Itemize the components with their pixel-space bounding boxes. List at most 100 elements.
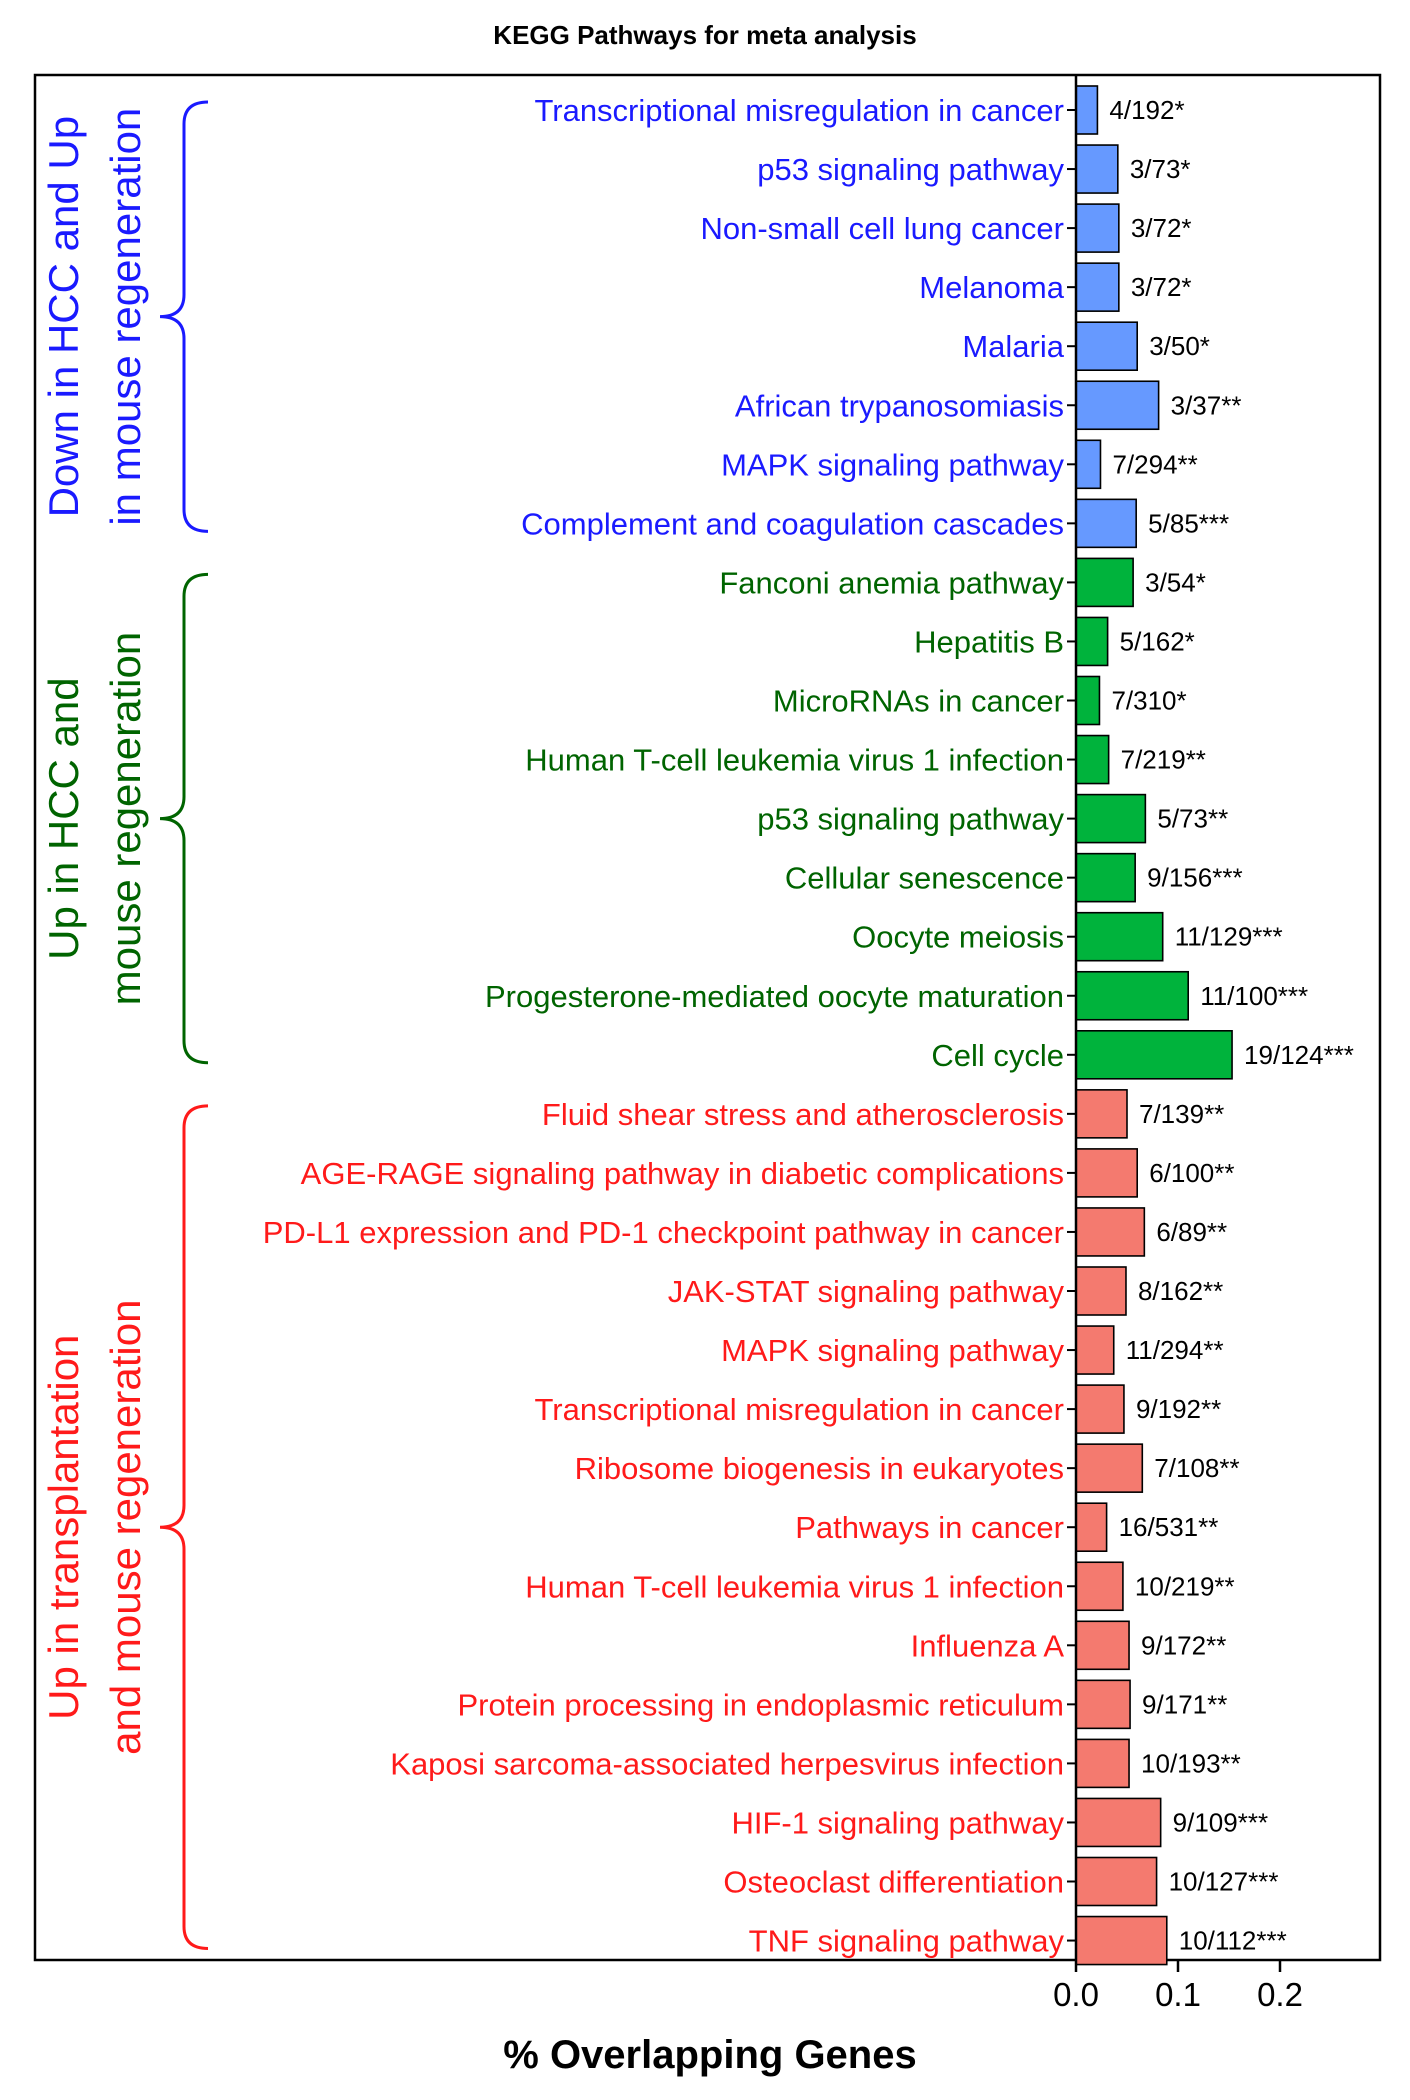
data-label: 9/172**: [1141, 1630, 1226, 1660]
data-label: 5/73**: [1157, 804, 1228, 834]
category-label: Protein processing in endoplasmic reticu…: [457, 1687, 1064, 1722]
data-label: 11/100***: [1200, 981, 1308, 1011]
group-braces: [159, 100, 209, 1951]
bar: [1075, 144, 1119, 194]
category-label: MicroRNAs in cancer: [773, 684, 1064, 719]
data-label: 7/310*: [1111, 686, 1186, 716]
category-labels: Transcriptional misregulation in cancer p…: [263, 93, 1076, 1959]
x-axis-label: % Overlapping Genes: [503, 2033, 916, 2077]
bar: [1075, 1207, 1146, 1257]
data-label: 10/112***: [1179, 1926, 1287, 1956]
data-labels: 4/192* 3/73* 3/72* 3/72* 3/50* 3/37** 7/294** 5…: [1109, 95, 1354, 1956]
group-brace: [159, 100, 209, 533]
bar: [1075, 1856, 1158, 1907]
group-label: mouse regeneration: [102, 632, 149, 1006]
category-label: Non-small cell lung cancer: [700, 211, 1064, 246]
group-label: Up in transplantation: [40, 1335, 87, 1720]
category-label: PD-L1 expression and PD-1 checkpoint pat…: [263, 1215, 1064, 1250]
category-label: Fanconi anemia pathway: [719, 565, 1064, 600]
category-label: Human T-cell leukemia virus 1 infection: [525, 1569, 1064, 1604]
data-label: 7/139**: [1139, 1099, 1224, 1129]
bar: [1075, 380, 1160, 431]
category-label: MAPK signaling pathway: [721, 447, 1064, 482]
x-tick-label: 0.2: [1257, 1976, 1303, 2013]
bar: [1075, 1797, 1162, 1848]
bar: [1075, 734, 1110, 785]
category-label: p53 signaling pathway: [757, 802, 1064, 837]
data-label: 8/162**: [1138, 1276, 1223, 1306]
data-label: 3/54*: [1145, 567, 1206, 597]
data-label: 16/531**: [1119, 1512, 1219, 1542]
plot-frame: [33, 73, 1382, 1962]
data-label: 10/193**: [1141, 1748, 1241, 1778]
category-label: JAK-STAT signaling pathway: [668, 1274, 1065, 1309]
bar: [1075, 616, 1109, 667]
bar: [1075, 1738, 1130, 1789]
group-brace: [159, 572, 209, 1065]
data-label: 3/50*: [1149, 331, 1210, 361]
data-label: 7/108**: [1154, 1453, 1239, 1483]
data-label: 9/192**: [1136, 1394, 1221, 1424]
bars: [1075, 85, 1233, 1966]
data-label: 9/156***: [1147, 863, 1242, 893]
category-label: Hepatitis B: [914, 624, 1064, 659]
category-label: Influenza A: [911, 1628, 1065, 1663]
data-label: 19/124***: [1244, 1040, 1354, 1070]
category-label: TNF signaling pathway: [749, 1924, 1065, 1959]
data-label: 9/109***: [1173, 1807, 1268, 1837]
data-label: 10/127***: [1169, 1867, 1279, 1897]
bar: [1075, 85, 1099, 135]
bar: [1075, 1030, 1233, 1080]
data-label: 5/162*: [1120, 626, 1195, 656]
category-label: p53 signaling pathway: [757, 152, 1064, 187]
data-label: 7/294**: [1112, 449, 1197, 479]
bar: [1075, 1502, 1108, 1552]
category-label: Transcriptional misregulation in cancer: [534, 1392, 1064, 1427]
category-label: Human T-cell leukemia virus 1 infection: [525, 743, 1064, 778]
group-label: in mouse regeneration: [102, 108, 149, 526]
category-label: Fluid shear stress and atherosclerosis: [542, 1097, 1064, 1132]
bar: [1075, 675, 1101, 726]
category-label: Pathways in cancer: [795, 1510, 1064, 1545]
data-label: 6/100**: [1149, 1158, 1234, 1188]
category-label: Malaria: [962, 329, 1064, 364]
bar: [1075, 203, 1120, 253]
bar: [1075, 852, 1136, 903]
group-label: Up in HCC and: [40, 677, 87, 959]
bar: [1075, 498, 1137, 549]
bar: [1075, 1148, 1139, 1198]
category-label: Ribosome biogenesis in eukaryotes: [575, 1451, 1064, 1486]
bar: [1075, 557, 1134, 608]
group-labels: Down in HCC and Up in mouse regeneration U…: [40, 108, 149, 1755]
category-label: Cellular senescence: [785, 861, 1064, 896]
data-label: 3/37**: [1171, 390, 1242, 420]
chart-title: KEGG Pathways for meta analysis: [493, 20, 916, 50]
bar: [1075, 1679, 1131, 1730]
bar: [1075, 1384, 1125, 1434]
bar: [1075, 1915, 1168, 1966]
category-label: Progesterone-mediated oocyte maturation: [485, 979, 1064, 1014]
data-label: 7/219**: [1121, 745, 1206, 775]
group-label: Down in HCC and Up: [40, 116, 87, 518]
data-label: 4/192*: [1109, 95, 1184, 125]
x-tick-label: 0.1: [1155, 1976, 1201, 2013]
data-label: 3/73*: [1130, 154, 1191, 184]
bar: [1075, 1325, 1115, 1375]
bar: [1075, 1443, 1144, 1493]
data-label: 5/85***: [1148, 508, 1229, 538]
bar: [1075, 439, 1102, 490]
group-label: and mouse regeneration: [102, 1300, 149, 1755]
bar: [1075, 793, 1147, 844]
x-tick-label: 0.0: [1053, 1976, 1099, 2013]
category-label: Oocyte meiosis: [852, 920, 1064, 955]
bar: [1075, 321, 1139, 372]
bar: [1075, 1620, 1130, 1671]
bar: [1075, 1266, 1127, 1316]
category-label: Osteoclast differentiation: [723, 1865, 1064, 1900]
bar: [1075, 970, 1189, 1021]
category-label: HIF-1 signaling pathway: [731, 1805, 1064, 1840]
bar: [1075, 262, 1120, 312]
bar: [1075, 1561, 1124, 1612]
bar: [1075, 1089, 1128, 1139]
